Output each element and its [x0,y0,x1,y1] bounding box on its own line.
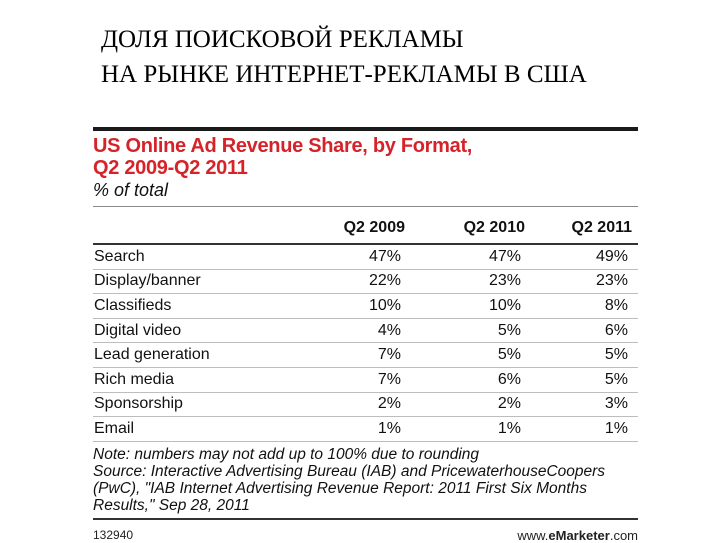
brand-prefix: www. [517,527,549,543]
table-cell: 1% [531,416,638,442]
table-cell: 4% [289,318,411,344]
slide-title: ДОЛЯ ПОИСКОВОЙ РЕКЛАМЫ НА РЫНКЕ ИНТЕРНЕТ… [101,22,587,92]
table-cell: 10% [289,293,411,319]
emarketer-figure: US Online Ad Revenue Share, by Format, Q… [93,127,638,543]
header-divider [93,206,638,217]
slide-title-line-2: НА РЫНКЕ ИНТЕРНЕТ-РЕКЛАМЫ В США [101,61,587,88]
table-row: Digital video 4% 5% 6% [93,318,638,344]
table-cell: 47% [411,244,531,270]
figure-subtitle: % of total [93,180,169,200]
table-cell: 5% [531,367,638,393]
table-cell: 22% [289,269,411,295]
column-header [93,217,289,245]
table-cell: 2% [411,392,531,418]
table-row: Display/banner 22% 23% 23% [93,269,638,295]
table-row: Sponsorship 2% 2% 3% [93,392,638,418]
table-row: Email 1% 1% 1% [93,416,638,442]
format-label: Digital video [93,318,289,344]
table-cell: 6% [531,318,638,344]
table-cell: 3% [531,392,638,418]
brand-logo: www.eMarketer.com [517,528,638,543]
brand-suffix: .com [609,527,638,543]
source-line: Source: Interactive Advertising Bureau (… [93,462,606,480]
source-line: (PwC), "IAB Internet Advertising Revenue… [93,479,587,497]
table-cell: 7% [289,342,411,368]
table-row: Search 47% 47% 49% [93,244,638,270]
table-cell: 10% [411,293,531,319]
format-label: Rich media [93,367,289,393]
data-table: Q2 2009 Q2 2010 Q2 2011 Search 47% 47% 4… [93,217,638,442]
slide-title-line-1: ДОЛЯ ПОИСКОВОЙ РЕКЛАМЫ [101,26,464,53]
format-label: Classifieds [93,293,289,319]
table-cell: 5% [411,342,531,368]
table-header-row: Q2 2009 Q2 2010 Q2 2011 [93,217,638,245]
table-cell: 47% [289,244,411,270]
column-header: Q2 2009 [289,217,411,245]
column-header: Q2 2010 [411,217,531,245]
format-label: Search [93,244,289,270]
table-cell: 8% [531,293,638,319]
chart-id: 132940 [93,528,134,543]
format-label: Lead generation [93,342,289,368]
table-row: Classifieds 10% 10% 8% [93,293,638,319]
figure-title-line-2: Q2 2009-Q2 2011 [93,157,248,179]
column-header: Q2 2011 [531,217,638,245]
table-cell: 5% [411,318,531,344]
table-cell: 7% [289,367,411,393]
figure-title: US Online Ad Revenue Share, by Format, Q… [93,135,638,179]
table-cell: 2% [289,392,411,418]
table-cell: 6% [411,367,531,393]
format-label: Display/banner [93,269,289,295]
table-row: Rich media 7% 6% 5% [93,367,638,393]
figure-footer: 132940 www.eMarketer.com [93,528,638,543]
table-cell: 5% [531,342,638,368]
figure-title-line-1: US Online Ad Revenue Share, by Format, [93,135,473,157]
table-cell: 1% [411,416,531,442]
top-rule [93,127,638,131]
note-line: Note: numbers may not add up to 100% due… [93,445,480,463]
format-label: Email [93,416,289,442]
format-label: Sponsorship [93,392,289,418]
source-line: Results," Sep 28, 2011 [93,496,250,514]
table-cell: 1% [289,416,411,442]
table-row: Lead generation 7% 5% 5% [93,342,638,368]
source-notes: Note: numbers may not add up to 100% due… [93,446,638,520]
table-cell: 49% [531,244,638,270]
table-cell: 23% [531,269,638,295]
brand-name: eMarketer [548,527,610,543]
table-cell: 23% [411,269,531,295]
